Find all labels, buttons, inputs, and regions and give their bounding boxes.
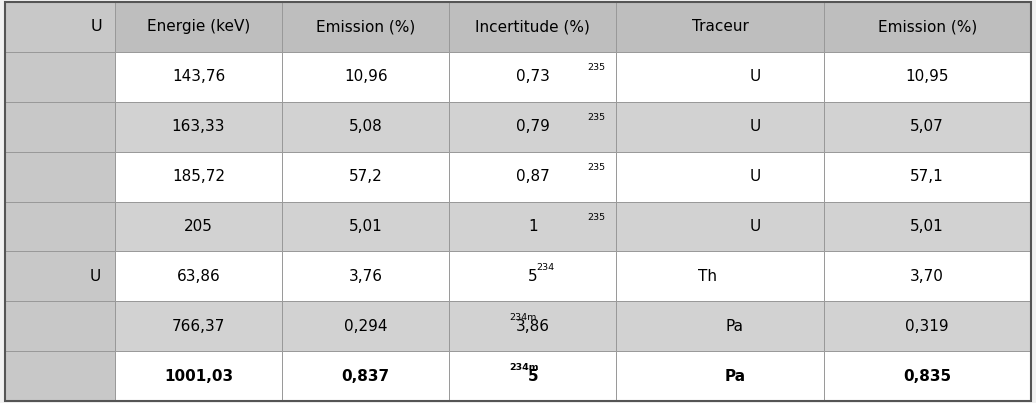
Bar: [5, 351, 115, 401]
Bar: [115, 102, 282, 152]
Bar: [824, 251, 1031, 301]
Text: 3,76: 3,76: [349, 269, 382, 284]
Bar: [450, 2, 616, 52]
Text: 0,319: 0,319: [905, 319, 949, 334]
Bar: [282, 52, 450, 102]
Text: 5,08: 5,08: [349, 119, 382, 134]
Text: 5,01: 5,01: [349, 219, 382, 234]
Bar: [5, 202, 115, 251]
Text: 185,72: 185,72: [172, 169, 225, 184]
Text: 235: 235: [587, 63, 606, 73]
Text: U: U: [91, 19, 103, 34]
Text: Energie (keV): Energie (keV): [147, 19, 250, 34]
Text: 0,294: 0,294: [344, 319, 387, 334]
Bar: [282, 202, 450, 251]
Text: U: U: [750, 219, 760, 234]
Text: U: U: [750, 119, 760, 134]
Text: 143,76: 143,76: [172, 69, 225, 84]
Bar: [5, 251, 115, 301]
Bar: [5, 2, 115, 52]
Text: 766,37: 766,37: [172, 319, 225, 334]
Text: Pa: Pa: [725, 369, 746, 384]
Bar: [450, 351, 616, 401]
Bar: [5, 152, 115, 202]
Text: 0,837: 0,837: [342, 369, 390, 384]
Bar: [115, 2, 282, 52]
Text: 5: 5: [527, 369, 538, 384]
Bar: [824, 301, 1031, 351]
Text: 0,73: 0,73: [516, 69, 550, 84]
Bar: [616, 351, 824, 401]
Bar: [824, 52, 1031, 102]
Bar: [115, 152, 282, 202]
Text: 235: 235: [587, 213, 606, 222]
Bar: [616, 152, 824, 202]
Text: 5,07: 5,07: [911, 119, 944, 134]
Bar: [5, 102, 115, 152]
Bar: [115, 251, 282, 301]
Bar: [450, 251, 616, 301]
Bar: [616, 301, 824, 351]
Bar: [115, 301, 282, 351]
Text: 5,01: 5,01: [911, 219, 944, 234]
Text: 234: 234: [537, 263, 554, 272]
Text: 57,2: 57,2: [349, 169, 382, 184]
Text: Incertitude (%): Incertitude (%): [476, 19, 591, 34]
Text: 0,835: 0,835: [903, 369, 951, 384]
Bar: [115, 351, 282, 401]
Bar: [282, 251, 450, 301]
Bar: [450, 152, 616, 202]
Text: 163,33: 163,33: [172, 119, 225, 134]
Text: 235: 235: [587, 113, 606, 122]
Text: U: U: [750, 69, 760, 84]
Text: U: U: [89, 269, 100, 284]
Bar: [450, 202, 616, 251]
Text: Emission (%): Emission (%): [316, 19, 415, 34]
Text: Emission (%): Emission (%): [877, 19, 977, 34]
Text: 63,86: 63,86: [177, 269, 221, 284]
Text: 0,87: 0,87: [516, 169, 550, 184]
Text: 235: 235: [587, 163, 606, 172]
Bar: [115, 52, 282, 102]
Text: 1: 1: [528, 219, 538, 234]
Text: 10,96: 10,96: [344, 69, 387, 84]
Text: Th: Th: [698, 269, 717, 284]
Bar: [824, 351, 1031, 401]
Bar: [282, 152, 450, 202]
Bar: [450, 52, 616, 102]
Text: 234m: 234m: [510, 313, 537, 322]
Bar: [5, 52, 115, 102]
Text: 0,79: 0,79: [516, 119, 550, 134]
Bar: [616, 102, 824, 152]
Bar: [450, 102, 616, 152]
Text: 5: 5: [528, 269, 538, 284]
Bar: [450, 301, 616, 351]
Bar: [282, 351, 450, 401]
Bar: [5, 301, 115, 351]
Bar: [282, 2, 450, 52]
Text: 3,70: 3,70: [911, 269, 944, 284]
Text: Pa: Pa: [725, 319, 743, 334]
Bar: [282, 102, 450, 152]
Bar: [616, 251, 824, 301]
Bar: [616, 52, 824, 102]
Bar: [616, 202, 824, 251]
Text: Traceur: Traceur: [692, 19, 748, 34]
Bar: [824, 152, 1031, 202]
Bar: [115, 202, 282, 251]
Bar: [824, 2, 1031, 52]
Text: 205: 205: [184, 219, 213, 234]
Bar: [824, 102, 1031, 152]
Bar: [282, 301, 450, 351]
Text: 234m: 234m: [510, 363, 539, 372]
Text: 1001,03: 1001,03: [164, 369, 233, 384]
Text: 57,1: 57,1: [911, 169, 944, 184]
Text: U: U: [750, 169, 760, 184]
Bar: [616, 2, 824, 52]
Text: 3,86: 3,86: [516, 319, 550, 334]
Text: 10,95: 10,95: [905, 69, 949, 84]
Bar: [824, 202, 1031, 251]
